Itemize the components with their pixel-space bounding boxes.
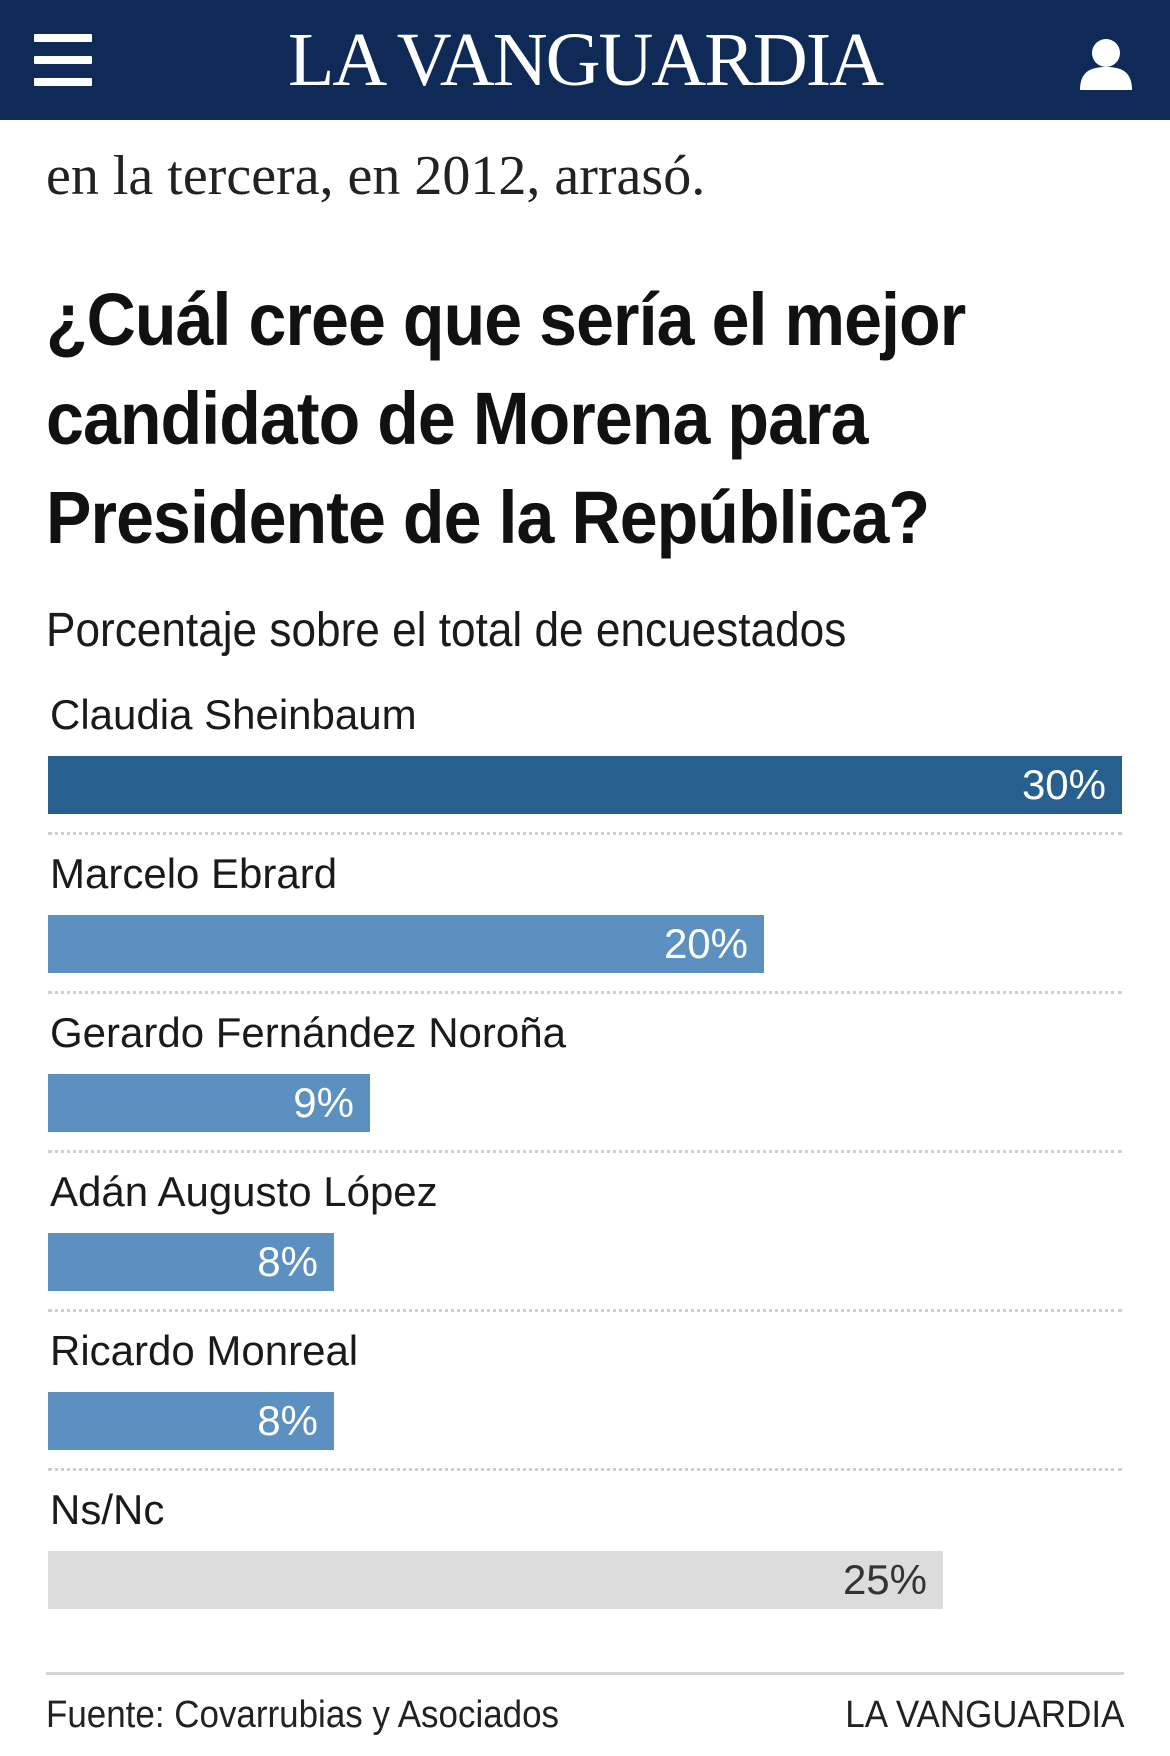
chart-source: Fuente: Covarrubias y Asociados xyxy=(46,1694,560,1736)
bar-category-label: Ns/Nc xyxy=(50,1486,165,1533)
bar-value-label: 8% xyxy=(257,1238,318,1285)
bar-value-label: 8% xyxy=(257,1397,318,1444)
bar-value-label: 20% xyxy=(663,920,748,967)
bar-category-label: Marcelo Ebrard xyxy=(50,850,338,897)
row-separator xyxy=(48,1468,1122,1471)
bar-track: 8% xyxy=(48,1392,1122,1450)
chart-subtitle: Porcentaje sobre el total de encuestados xyxy=(46,604,847,657)
chart-credit: LA VANGUARDIA xyxy=(844,1694,1124,1736)
top-navigation-bar: LA VANGUARDIA xyxy=(0,0,1170,120)
bar-track: 9% xyxy=(48,1074,1122,1132)
bar-row: Ricardo Monreal 8% xyxy=(48,1316,1122,1475)
bar: 20% xyxy=(48,915,764,973)
bar-value-label: 9% xyxy=(293,1079,354,1126)
bar-track: 30% xyxy=(48,756,1122,814)
row-separator xyxy=(48,991,1122,994)
bar-category-label: Adán Augusto López xyxy=(50,1168,438,1215)
row-separator xyxy=(48,1309,1122,1312)
bar-category-label: Ricardo Monreal xyxy=(50,1327,359,1374)
hamburger-menu-icon[interactable] xyxy=(34,34,94,86)
bar: 25% xyxy=(48,1551,943,1609)
footer-divider xyxy=(46,1672,1124,1675)
bar-value-label: 30% xyxy=(1021,761,1106,808)
chart-title: ¿Cuál cree que sería el mejor candidato … xyxy=(46,278,966,559)
bar-row: Gerardo Fernández Noroña 9% xyxy=(48,998,1122,1157)
site-logo[interactable]: LA VANGUARDIA xyxy=(287,18,884,102)
article-text-fragment: en la tercera, en 2012, arrasó. xyxy=(46,145,706,207)
bar-value-label: 25% xyxy=(842,1556,927,1603)
bar: 9% xyxy=(48,1074,370,1132)
bar-category-label: Claudia Sheinbaum xyxy=(50,691,417,738)
row-separator xyxy=(48,832,1122,835)
bar-track: 8% xyxy=(48,1233,1122,1291)
bar-row: Ns/Nc 25% xyxy=(48,1475,1122,1634)
bar-category-label: Gerardo Fernández Noroña xyxy=(50,1009,566,1056)
bar-row: Marcelo Ebrard 20% xyxy=(48,839,1122,998)
bar-track: 25% xyxy=(48,1551,1122,1609)
bar-track: 20% xyxy=(48,915,1122,973)
bar-row: Adán Augusto López 8% xyxy=(48,1157,1122,1316)
user-account-icon[interactable] xyxy=(1078,36,1134,92)
bar-chart: Claudia Sheinbaum 30% Marcelo Ebrard 20% Ger… xyxy=(48,680,1122,1620)
row-separator xyxy=(48,1150,1122,1153)
bar: 30% xyxy=(48,756,1122,814)
bar: 8% xyxy=(48,1392,334,1450)
bar-row: Claudia Sheinbaum 30% xyxy=(48,680,1122,839)
bar: 8% xyxy=(48,1233,334,1291)
